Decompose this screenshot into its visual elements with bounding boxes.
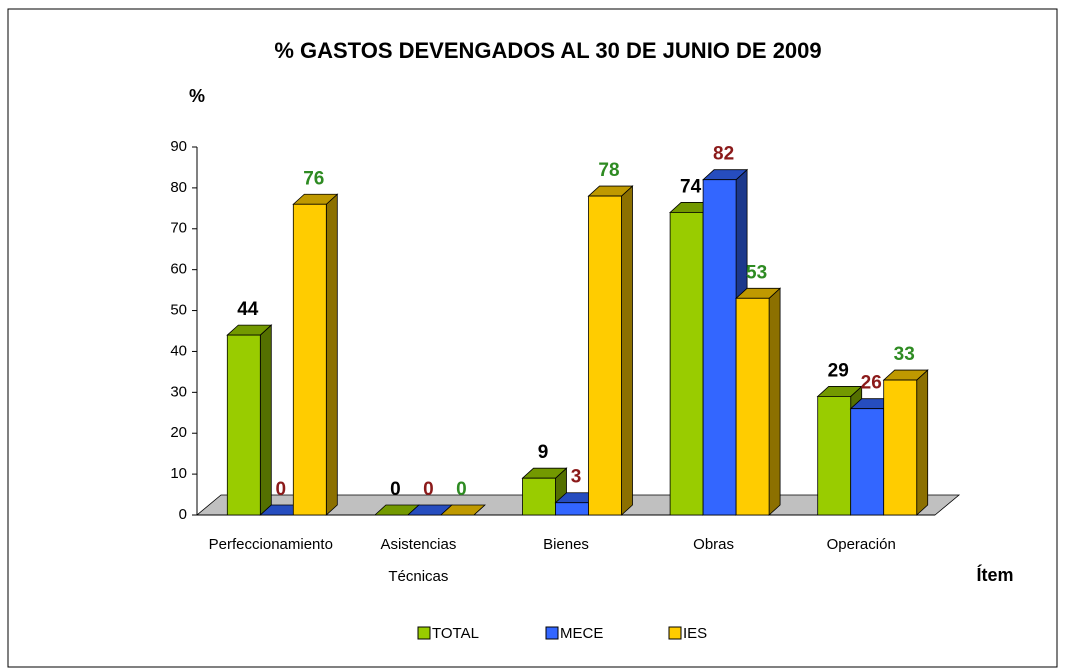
value-label: 26	[861, 373, 882, 394]
bar-side	[325, 193, 338, 516]
legend-swatch	[417, 626, 431, 640]
y-tick-label: 40	[170, 342, 187, 359]
x-tick-label: Bienes	[543, 536, 589, 553]
bar-front	[702, 179, 737, 516]
bar-front	[669, 212, 704, 516]
bar-front	[555, 502, 589, 516]
y-tick-label: 50	[170, 302, 187, 319]
legend-swatch	[545, 626, 559, 640]
legend-label: IES	[683, 625, 707, 642]
y-tick-label: 10	[170, 465, 187, 482]
value-label: 0	[390, 479, 401, 500]
bar-front	[883, 379, 918, 516]
value-label: 76	[303, 168, 324, 189]
y-tick-label: 70	[170, 220, 187, 237]
bar	[735, 287, 782, 516]
legend-swatch	[668, 626, 682, 640]
bar-side	[621, 185, 633, 516]
x-tick-label: Asistencias Técnicas	[380, 536, 456, 585]
bar-front	[817, 396, 852, 516]
legend-label: TOTAL	[432, 625, 479, 642]
bar-front	[292, 203, 327, 516]
x-tick-label: Obras	[693, 536, 734, 553]
value-label: 53	[746, 262, 767, 283]
value-label: 44	[237, 299, 259, 320]
value-label: 0	[456, 479, 467, 500]
value-label: 0	[423, 479, 434, 500]
bar-front	[522, 477, 556, 516]
value-label: 82	[713, 144, 734, 165]
bar	[587, 185, 634, 516]
x-tick-label: Operación	[827, 536, 896, 553]
chart-title: % GASTOS DEVENGADOS AL 30 DE JUNIO DE 20…	[274, 38, 821, 63]
x-tick-label-line: Asistencias	[380, 536, 456, 553]
bar-side	[768, 287, 781, 516]
legend-label: MECE	[560, 625, 603, 642]
bar	[439, 504, 486, 516]
x-axis-label: Ítem	[976, 564, 1013, 585]
bar-front	[588, 195, 622, 516]
x-tick-label-line: Técnicas	[388, 568, 448, 585]
bar-front	[226, 334, 261, 516]
frame	[7, 8, 1058, 668]
value-label: 3	[571, 467, 582, 488]
y-tick-label: 30	[170, 383, 187, 400]
value-label: 0	[276, 479, 287, 500]
y-tick-label: 20	[170, 424, 187, 441]
y-tick-label: 80	[170, 179, 187, 196]
bar	[292, 193, 339, 516]
x-tick-label: Perfeccionamiento	[209, 536, 333, 553]
bar-side	[916, 369, 929, 516]
bar-front	[850, 408, 885, 516]
y-tick-label: 0	[179, 506, 187, 523]
bar	[521, 467, 568, 516]
y-tick-label: 90	[170, 138, 187, 155]
bar-top	[439, 504, 486, 516]
value-label: 33	[894, 344, 915, 365]
value-label: 74	[680, 176, 702, 197]
bar	[226, 324, 273, 516]
value-label: 29	[828, 360, 849, 381]
bar-side	[259, 324, 272, 516]
value-label: 9	[538, 442, 549, 463]
y-tick-label: 60	[170, 261, 187, 278]
y-axis-label: %	[189, 86, 205, 106]
bar	[882, 369, 929, 516]
value-label: 78	[598, 160, 619, 181]
bar-front	[735, 297, 770, 516]
